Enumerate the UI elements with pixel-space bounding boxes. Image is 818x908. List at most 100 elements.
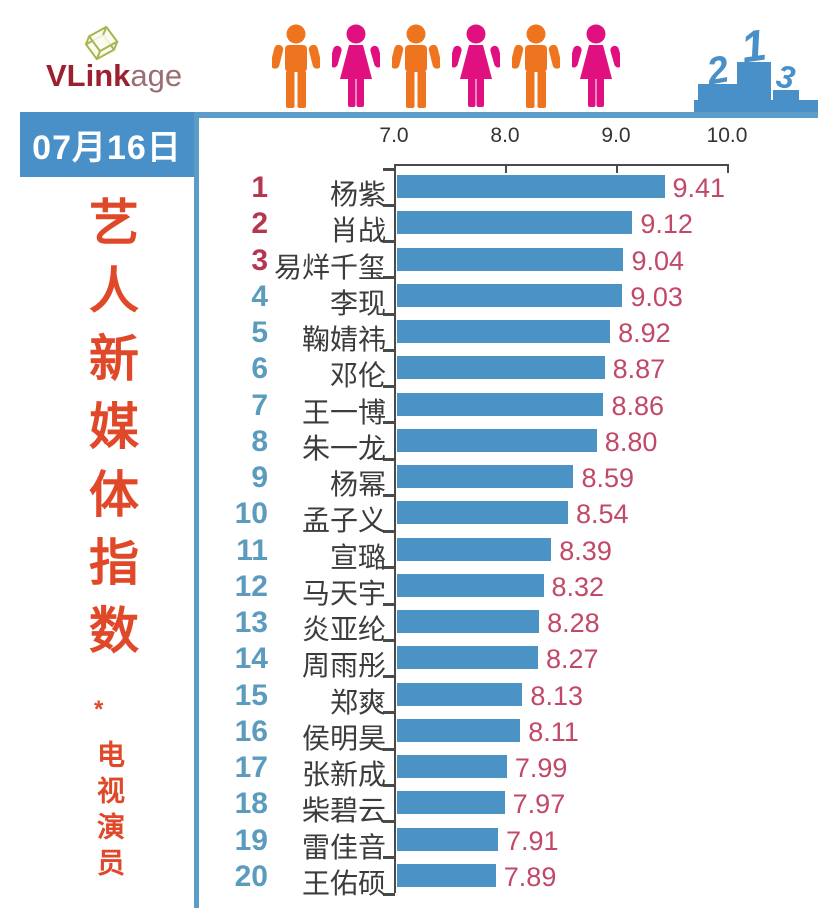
artist-name-label: 王一博 (301, 396, 386, 428)
score-value-label: 8.13 (530, 680, 583, 711)
y-axis-row-tick (383, 820, 395, 823)
brand-logo-light: age (130, 58, 183, 93)
chart-row: 6 邓伦 8.87 (0, 351, 818, 391)
artist-name-label: 王佑硕 (301, 867, 386, 899)
score-value-label: 8.11 (528, 716, 579, 747)
brand-logo: VLinkage (46, 58, 182, 94)
chart-row: 7 王一博 8.86 (0, 388, 818, 428)
score-bar (397, 863, 496, 887)
rank-label: 18 (234, 787, 268, 821)
x-axis-tick (505, 164, 507, 173)
y-axis-row-tick (383, 530, 395, 533)
x-axis-tick (616, 164, 618, 173)
artist-name-label: 鞠婧祎 (301, 324, 386, 355)
score-bar (397, 827, 498, 851)
chart-row: 9 杨幂 8.59 (0, 460, 818, 500)
score-value-label: 7.89 (503, 861, 557, 892)
y-axis-row-tick (383, 675, 395, 678)
artist-name-label: 郑爽 (329, 686, 386, 718)
score-value-label: 8.86 (611, 390, 665, 421)
header-divider-line (194, 112, 818, 118)
y-axis-row-tick (383, 312, 395, 316)
x-axis-tick (727, 164, 729, 173)
score-bar (397, 537, 552, 561)
chart-row: 20 王佑硕 7.89 (0, 859, 818, 899)
score-bar (397, 682, 523, 706)
x-axis-tick-label: 8.0 (490, 124, 520, 147)
x-axis-tick-label: 7.0 (379, 124, 409, 147)
artist-name-label: 宣璐 (329, 541, 386, 573)
y-axis-row-tick (383, 856, 395, 860)
rank-label: 8 (251, 424, 268, 458)
rank-label: 10 (234, 497, 268, 531)
cube-logo-icon (84, 26, 119, 61)
rank-label: 2 (251, 207, 268, 241)
score-value-label: 9.12 (640, 209, 693, 240)
score-bar (397, 211, 633, 235)
score-value-label: 8.27 (545, 644, 599, 675)
score-bar (397, 428, 597, 452)
y-axis-row-tick (383, 385, 395, 388)
male-person-icon (512, 24, 560, 108)
brand-logo-bold: VLink (46, 58, 131, 93)
score-bar (397, 247, 624, 271)
rank-label: 16 (234, 714, 268, 748)
score-value-label: 7.91 (506, 825, 559, 856)
rank-label: 12 (234, 569, 268, 603)
artist-name-label: 柴碧云 (301, 795, 386, 827)
y-axis-row-tick (383, 892, 395, 896)
score-bar (397, 501, 568, 525)
x-axis-tick-label: 10.0 (706, 124, 748, 147)
artist-name-label: 雷佳音 (301, 831, 386, 863)
score-value-label: 9.04 (631, 245, 684, 276)
artist-name-label: 炎亚纶 (301, 614, 386, 645)
artist-name-label: 肖战 (329, 215, 386, 247)
score-bar (397, 718, 521, 742)
chart-row: 15 郑爽 8.13 (0, 678, 818, 718)
score-bar (397, 573, 544, 597)
rank-label: 17 (234, 751, 268, 784)
score-bar (397, 610, 540, 633)
artist-name-label: 易烊千玺 (273, 251, 386, 283)
artist-name-label: 周雨彤 (301, 650, 386, 682)
rank-label: 9 (251, 461, 268, 494)
chart-row: 3 易烊千玺 9.04 (0, 243, 818, 283)
score-bar (397, 175, 665, 198)
score-value-label: 8.87 (612, 354, 666, 385)
y-axis-row-tick (383, 240, 395, 243)
score-bar (397, 283, 623, 307)
male-person-icon (392, 24, 440, 108)
y-axis-row-tick (383, 602, 395, 606)
x-axis-tick-label: 9.0 (601, 124, 631, 147)
score-value-label: 8.80 (604, 426, 658, 457)
score-bar (397, 356, 605, 380)
score-bar (397, 392, 604, 416)
chart-row: 5 鞠婧祎 8.92 (0, 315, 818, 355)
artist-name-label: 李现 (329, 287, 386, 319)
chart-row: 8 朱一龙 8.80 (0, 424, 818, 464)
chart-row: 10 孟子义 8.54 (0, 496, 818, 536)
y-axis-row-tick (383, 638, 395, 642)
score-value-label: 8.59 (581, 463, 635, 493)
score-value-label: 9.41 (672, 173, 726, 203)
artist-name-label: 杨幂 (329, 469, 386, 500)
sidebar-divider-line (194, 112, 199, 908)
y-axis-row-tick (383, 566, 395, 570)
x-axis-line (394, 164, 727, 166)
chart-row: 13 炎亚纶 8.28 (0, 605, 818, 645)
score-value-label: 8.32 (551, 571, 605, 602)
rank-label: 1 (251, 171, 268, 204)
rank-label: 19 (234, 823, 268, 857)
y-axis-row-tick (383, 167, 395, 171)
chart-row: 11 宣璐 8.39 (0, 533, 818, 573)
y-axis-row-tick (383, 493, 395, 497)
rank-label: 20 (234, 859, 268, 893)
score-value-label: 8.28 (547, 608, 600, 638)
artist-name-label: 张新成 (301, 759, 386, 790)
score-bar (397, 465, 574, 488)
chart-row: 16 侯明昊 8.11 (0, 714, 818, 754)
score-value-label: 8.54 (575, 499, 629, 530)
female-person-icon (452, 24, 500, 107)
male-person-icon (272, 24, 320, 108)
